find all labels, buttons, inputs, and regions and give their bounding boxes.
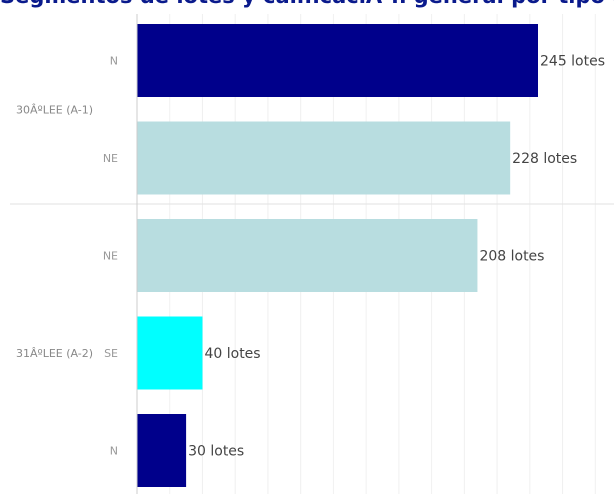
chart-title: Segmentos de lotes y calificaciÃ³n gener… — [0, 0, 614, 14]
bar-value-label: 30 lotes — [188, 444, 244, 460]
category-label: NE — [103, 250, 118, 263]
bar-1-1 — [137, 24, 538, 97]
bar-value-label: 40 lotes — [204, 346, 260, 362]
category-label: SE — [104, 347, 118, 360]
bar-2-1 — [137, 219, 478, 292]
group-label: 31ÂºLEE (A-2) — [16, 347, 93, 360]
category-label: NE — [103, 152, 118, 165]
group-label: 30ÂºLEE (A-1) — [16, 103, 93, 116]
bar-1-2 — [137, 121, 511, 195]
bar-2-3 — [137, 414, 187, 487]
category-label: N — [110, 55, 118, 68]
bar-2-2 — [137, 316, 203, 390]
bar-value-label: 228 lotes — [512, 151, 577, 167]
category-label: N — [110, 445, 118, 458]
bar-value-label: 208 lotes — [479, 249, 544, 265]
bar-value-label: 245 lotes — [540, 54, 605, 70]
